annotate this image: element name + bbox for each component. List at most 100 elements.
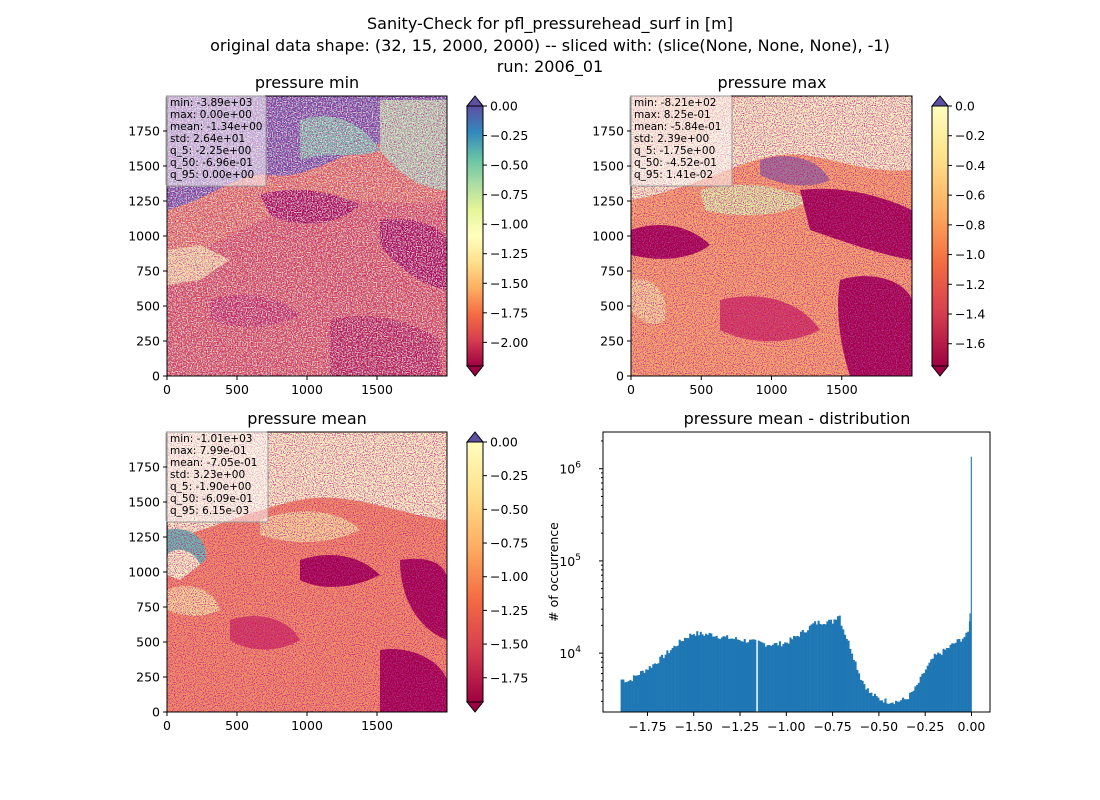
histogram-bar — [798, 636, 801, 712]
stat-line: q_50: -6.96e-01 — [170, 157, 253, 169]
histogram-bar — [854, 661, 857, 712]
colorbar-tick-label: −1.0 — [955, 247, 985, 262]
histogram-bar — [757, 640, 760, 712]
panel-pressure-mean: pressure mean min: -1.01e+03 max: 7.99e-… — [128, 409, 528, 733]
stat-line: max: 0.00e+00 — [170, 109, 252, 121]
histogram-bar — [879, 700, 882, 712]
histogram-bar — [902, 697, 905, 712]
histogram-bar — [736, 639, 739, 712]
histogram-bar — [916, 684, 919, 712]
stats-box: min: -1.01e+03 max: 7.99e-01 mean: -7.05… — [165, 431, 269, 523]
x-tick-label: 1000 — [291, 382, 323, 397]
histogram-bar — [763, 643, 766, 712]
histogram-bar — [817, 620, 820, 712]
histogram-bar — [840, 625, 843, 712]
y-tick-label: 0 — [152, 369, 160, 384]
histogram-bar — [646, 669, 650, 712]
histogram-bar — [719, 639, 722, 712]
histogram-bar — [863, 684, 866, 712]
histogram-bar — [784, 642, 787, 712]
histogram-bar — [807, 630, 810, 712]
histogram-bar — [796, 635, 799, 712]
histogram-bar — [689, 633, 692, 712]
colorbar-tick-label: −0.25 — [490, 468, 528, 483]
histogram-bar — [705, 633, 708, 712]
histogram-bar — [903, 699, 906, 712]
histogram-bar — [951, 643, 954, 712]
y-tick-label: 750 — [136, 264, 160, 279]
histogram-bar — [775, 642, 778, 712]
colorbar-tick-label: −1.00 — [490, 569, 528, 584]
stat-line: q_5: -2.25e+00 — [170, 145, 251, 157]
histogram-bar — [868, 692, 871, 712]
histogram-bar — [917, 682, 920, 712]
y-axis-ticks: 0 250 500 750 1000 1250 1500 1750 — [128, 460, 167, 720]
colorbar-tick-label: −1.25 — [490, 246, 528, 261]
histogram-bar — [893, 704, 896, 712]
histogram-bars — [620, 456, 972, 712]
histogram-bar — [944, 649, 947, 712]
y-tick-label: 1750 — [128, 460, 160, 475]
histogram-bar — [639, 671, 642, 712]
histogram-bar — [685, 638, 688, 712]
histogram-bar — [699, 631, 702, 712]
histogram-bar — [954, 642, 957, 712]
colorbar-tick-label: −1.2 — [955, 277, 985, 292]
x-tick-label: 0 — [163, 382, 171, 397]
stats-box: min: -8.21e+02 max: 8.25e-01 mean: -5.84… — [629, 95, 733, 187]
histogram-bar — [861, 680, 864, 712]
histogram-bar — [947, 648, 950, 712]
histogram-bar — [845, 638, 848, 712]
stat-line: std: 2.64e+01 — [170, 133, 245, 145]
histogram-bar — [629, 679, 632, 712]
histogram-bar — [690, 634, 694, 712]
histogram-bar — [877, 697, 880, 712]
y-tick-label: 250 — [136, 670, 160, 685]
stat-line: mean: -7.05e-01 — [170, 457, 257, 469]
colorbar-ticks: 0.00 −0.25 −0.50 −0.75 −1.00 −1.25 −1.50 −1.75 −… — [483, 99, 528, 350]
histogram-bar — [958, 638, 961, 712]
histogram-bar — [970, 456, 972, 712]
stat-line: q_95: 6.15e-03 — [170, 505, 249, 517]
histogram-bar — [937, 652, 940, 712]
x-tick-label: 1000 — [291, 718, 323, 733]
colorbar-tick-label: −1.75 — [490, 305, 528, 320]
histogram-bar — [852, 659, 855, 712]
histogram-bar — [838, 615, 841, 712]
colorbar-tick-label: −0.75 — [490, 187, 528, 202]
histogram-bar — [940, 654, 943, 712]
colorbar-tick-label: 0.00 — [490, 435, 518, 450]
histogram-bar — [866, 688, 869, 712]
histogram-bar — [926, 665, 929, 712]
histogram-bar — [787, 643, 790, 712]
x-axis-ticks: 0 500 1000 1500 — [163, 712, 393, 733]
colorbar-tick-label: −0.75 — [490, 536, 528, 551]
histogram-bar — [842, 629, 845, 712]
histogram-bar — [696, 631, 699, 712]
histogram-bar — [910, 691, 913, 712]
histogram-bar — [956, 639, 959, 712]
y-tick-label: 1250 — [128, 194, 160, 209]
y-axis-ticks: 0 250 500 750 1000 1250 1500 1750 — [128, 124, 167, 384]
y-tick-label: 1750 — [592, 124, 624, 139]
histogram-bar — [778, 641, 781, 712]
histogram-bar — [924, 669, 927, 712]
x-tick-label: −1.75 — [628, 719, 666, 734]
histogram-bar — [829, 619, 832, 712]
histogram-bar — [907, 699, 910, 712]
histogram-bar — [914, 686, 917, 712]
y-tick-label: 106 — [559, 461, 581, 477]
histogram-bar — [963, 636, 966, 712]
histogram-bar — [710, 633, 713, 712]
histogram-bar — [785, 642, 789, 712]
histogram-bar — [745, 642, 748, 712]
histogram-bar — [638, 674, 641, 712]
y-tick-label: 500 — [136, 635, 160, 650]
histogram-bar — [632, 675, 635, 712]
histogram-bar — [675, 646, 678, 712]
axes-frame — [602, 431, 991, 713]
histogram-bar — [826, 621, 829, 712]
histogram-bar — [738, 639, 741, 712]
colorbar: 0.0 −0.2 −0.4 −0.6 −0.8 −1.0 −1.2 −1.4 −1.6 — [930, 95, 985, 377]
histogram-bar — [919, 676, 922, 712]
